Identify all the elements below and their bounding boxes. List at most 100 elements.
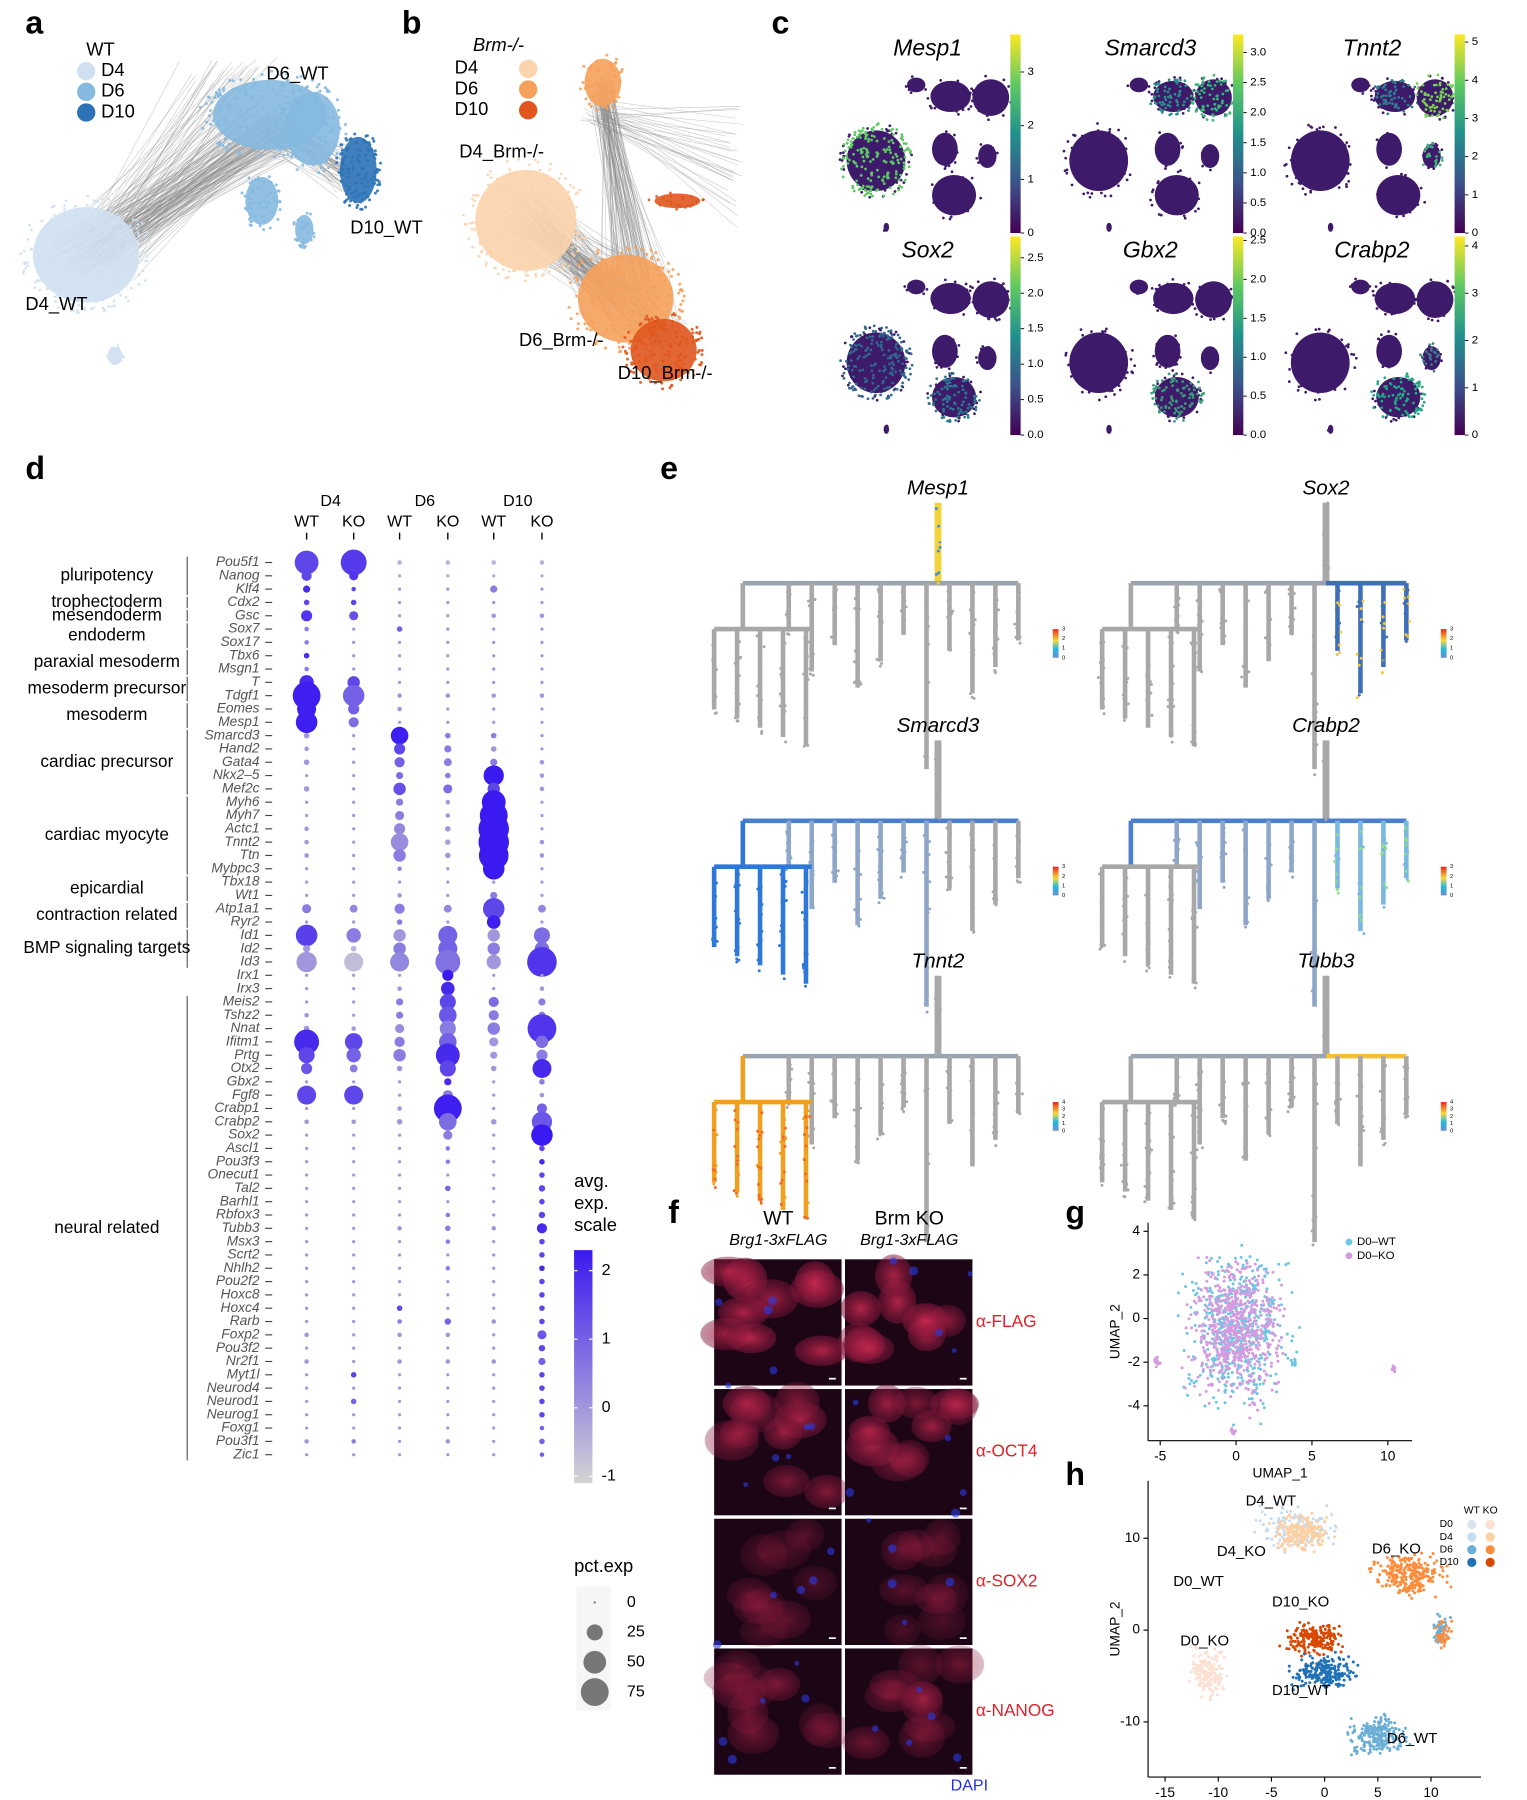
cell-point: [569, 238, 573, 241]
cell-point: [898, 354, 901, 357]
cell-point: [635, 328, 639, 332]
cell-point: [1184, 92, 1188, 95]
cell-point: [1446, 279, 1450, 283]
cell-point: [1182, 407, 1186, 410]
cell-point: [939, 365, 943, 369]
cell-point: [681, 309, 685, 313]
cell-point: [1160, 398, 1163, 402]
cell-point: [580, 236, 583, 240]
cell-point: [872, 332, 876, 336]
dot: [446, 574, 450, 578]
cell-point: [647, 318, 651, 322]
cell-point: [504, 210, 508, 213]
cell-point: [627, 346, 631, 350]
cell-point: [975, 356, 978, 359]
cell-point: [649, 380, 652, 384]
cell-point: [286, 153, 290, 157]
cell-point: [261, 215, 265, 219]
cell-point: [236, 129, 240, 133]
cell-point: [1201, 164, 1204, 168]
cell-point: [1305, 150, 1309, 153]
cell-point: [1163, 155, 1167, 159]
dot: [488, 996, 499, 1008]
cell-point: [984, 100, 988, 104]
cell-point: [658, 340, 662, 344]
cell-point: [867, 352, 871, 356]
cell-point: [878, 136, 881, 140]
cell-point: [1212, 114, 1215, 118]
cell-point: [1181, 380, 1185, 384]
cell-point: [986, 316, 990, 320]
cell-point: [1192, 202, 1195, 206]
cell-point: [504, 184, 508, 188]
cell-point: [1445, 108, 1449, 112]
cell-point: [490, 244, 494, 248]
cell-point: [1109, 348, 1113, 352]
cell-point: [1152, 383, 1155, 387]
cell-point: [324, 121, 328, 125]
cell-point: [278, 200, 282, 204]
cell-point: [967, 107, 971, 111]
cell-point: [578, 188, 582, 192]
cell-point: [145, 259, 149, 263]
cell-point: [279, 89, 283, 93]
cell-point: [526, 235, 530, 239]
cell-point: [682, 294, 686, 298]
cell-point: [499, 181, 502, 185]
cell-point: [943, 278, 947, 282]
cell-point: [1179, 169, 1182, 173]
cell-point: [1176, 78, 1179, 82]
cell-point: [987, 311, 990, 314]
cell-point: [97, 265, 101, 269]
cell-point: [40, 254, 43, 258]
cell-point: [270, 69, 274, 73]
cell-point: [896, 333, 900, 337]
cell-point: [582, 315, 586, 319]
cell-point: [536, 202, 539, 206]
condition-header: WT: [481, 513, 506, 531]
cell-point: [1104, 136, 1108, 139]
dot: [395, 1024, 405, 1034]
cell-point: [284, 146, 288, 150]
cell-point: [569, 184, 572, 187]
cell-point: [524, 246, 528, 250]
cell-point: [293, 121, 297, 125]
cell-point: [275, 140, 279, 144]
cell-point: [598, 94, 602, 98]
cell-point: [74, 204, 77, 208]
cell-point: [247, 202, 251, 206]
cell-point: [1405, 397, 1409, 401]
cell-point: [882, 159, 886, 163]
group-label: epicardial: [70, 877, 144, 897]
cell-point: [903, 178, 907, 182]
cell-point: [589, 105, 593, 109]
cell-point: [478, 240, 482, 244]
dot: [397, 986, 402, 991]
cell-point: [273, 155, 277, 159]
cell-point: [846, 367, 850, 371]
cell-point: [73, 208, 76, 212]
cell-point: [1316, 391, 1320, 394]
cell-point: [1293, 372, 1297, 376]
dot: [346, 1048, 361, 1063]
dot: [344, 1085, 364, 1105]
dot: [397, 1080, 402, 1084]
edge: [599, 82, 668, 274]
cell-point: [1087, 368, 1090, 371]
cell-point: [995, 86, 999, 90]
cell-point: [664, 328, 668, 332]
cell-point: [1229, 294, 1233, 298]
cell-point: [871, 396, 875, 400]
cell-point: [106, 285, 110, 289]
cell-point: [247, 141, 251, 145]
cell-point: [1421, 83, 1425, 87]
cell-point: [1397, 416, 1401, 420]
cell-point: [1416, 412, 1420, 416]
cell-point: [1446, 294, 1450, 298]
cell-point: [595, 339, 599, 343]
cell-point: [609, 97, 613, 101]
cell-point: [943, 397, 947, 400]
cell-point: [1164, 148, 1168, 152]
cell-point: [606, 102, 610, 106]
cell-point: [207, 96, 211, 100]
